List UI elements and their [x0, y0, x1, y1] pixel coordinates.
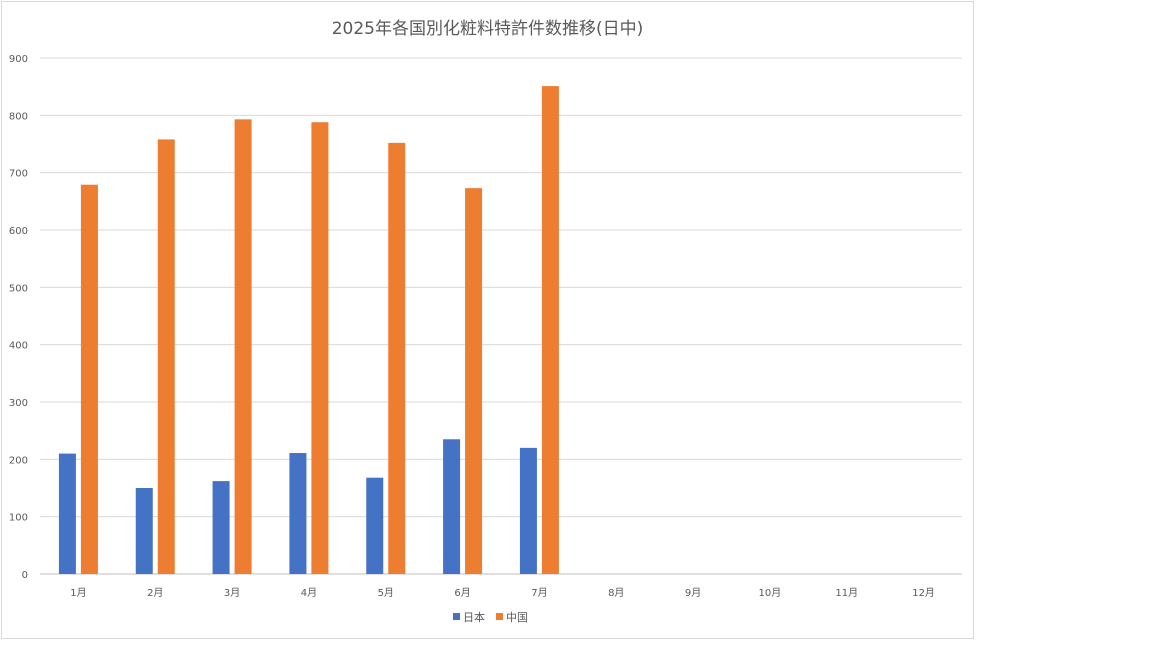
legend: 日本 中国 — [453, 610, 528, 624]
y-tick-label: 100 — [9, 513, 28, 524]
y-tick-label: 500 — [9, 283, 28, 294]
y-tick-label: 0 — [22, 570, 28, 581]
legend-swatch-japan — [453, 613, 460, 620]
x-tick-label: 11月 — [835, 587, 858, 599]
legend-label-japan: 日本 — [463, 610, 485, 624]
y-tick-label: 200 — [9, 455, 28, 466]
x-tick-label: 1月 — [70, 587, 86, 599]
y-tick-label: 400 — [9, 341, 28, 352]
bar-japan-2 — [135, 488, 153, 574]
x-tick-label: 8月 — [608, 587, 624, 599]
bar-japan-7 — [519, 447, 537, 574]
legend-swatch-china — [496, 613, 503, 620]
y-tick-label: 900 — [9, 54, 28, 65]
bar-china-2 — [157, 139, 175, 574]
bar-japan-6 — [443, 439, 461, 574]
bar-china-4 — [311, 122, 329, 575]
y-tick-label: 600 — [9, 226, 28, 237]
x-tick-label: 7月 — [531, 587, 547, 599]
bar-japan-4 — [289, 453, 307, 574]
x-tick-label: 2月 — [147, 587, 163, 599]
bar-japan-1 — [58, 453, 76, 574]
gridlines — [40, 57, 962, 575]
legend-label-china: 中国 — [506, 611, 528, 624]
x-tick-label: 4月 — [301, 587, 317, 599]
y-axis-ticks: 0 100 200 300 400 500 600 700 800 900 — [9, 54, 28, 581]
bar-china-5 — [388, 142, 406, 574]
bar-japan-3 — [212, 481, 230, 574]
x-tick-label: 10月 — [759, 587, 782, 599]
bar-japan-5 — [366, 477, 384, 574]
x-tick-label: 3月 — [224, 587, 240, 599]
bar-china-1 — [80, 184, 98, 574]
bar-china-6 — [465, 188, 483, 574]
x-tick-label: 12月 — [912, 587, 935, 599]
chart-title: 2025年各国別化粧料特許件数推移(日中) — [331, 19, 644, 39]
x-tick-label: 6月 — [454, 587, 470, 599]
y-tick-label: 700 — [9, 169, 28, 180]
bars — [58, 86, 559, 575]
y-tick-label: 800 — [9, 111, 28, 122]
bar-chart: 0 100 200 300 400 500 600 700 800 900 1月 2月 3月 4月 5月 6… — [9, 54, 962, 624]
x-tick-label: 5月 — [378, 587, 394, 599]
bar-china-7 — [541, 86, 559, 575]
bar-china-3 — [234, 119, 252, 574]
y-tick-label: 300 — [9, 398, 28, 409]
x-axis-ticks: 1月 2月 3月 4月 5月 6月 7月 8月 9月 10月 11月 12月 — [70, 587, 935, 599]
x-tick-label: 9月 — [685, 587, 701, 599]
